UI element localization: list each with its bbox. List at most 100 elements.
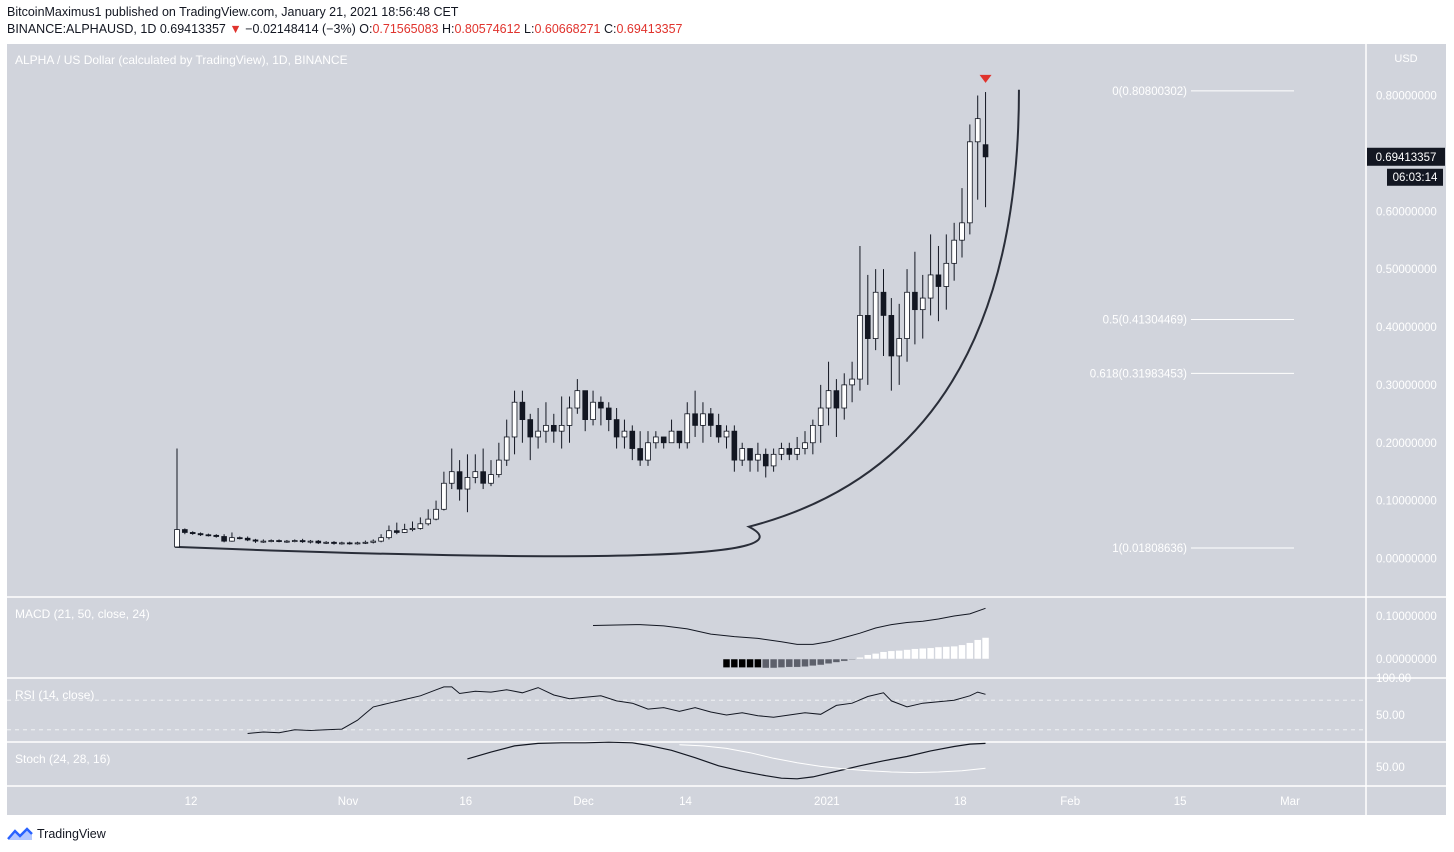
macd-histogram-bar xyxy=(895,650,903,660)
candle-body xyxy=(770,453,777,467)
candle-body xyxy=(904,291,910,339)
candle-body xyxy=(684,413,691,444)
close-label: C: xyxy=(603,22,617,36)
down-arrow-icon xyxy=(979,74,992,83)
macd-pane-title: MACD (21, 50, close, 24) xyxy=(15,607,150,621)
candle-body xyxy=(951,239,957,264)
tradingview-footer[interactable]: TradingView xyxy=(7,825,106,843)
time-tick-label: 12 xyxy=(185,796,198,808)
candle-body xyxy=(621,430,628,438)
macd-histogram-bar xyxy=(879,651,888,660)
candle-body xyxy=(959,222,965,241)
open-label: O: xyxy=(359,22,373,36)
candle-body xyxy=(433,508,439,520)
parabolic-curve xyxy=(174,89,1020,558)
publisher-name[interactable]: BitcoinMaximus1 xyxy=(7,5,102,19)
macd-histogram-bar xyxy=(856,657,864,660)
candle-body xyxy=(244,537,251,541)
macd-histogram-bar xyxy=(887,650,896,660)
candle-body xyxy=(174,529,180,548)
candle-body xyxy=(551,424,557,432)
candle-body xyxy=(849,378,855,386)
candle-body xyxy=(236,537,243,540)
candle-body xyxy=(503,436,510,461)
macd-histogram-bar xyxy=(746,658,754,668)
candle-body xyxy=(927,274,934,299)
tradingview-logo-icon xyxy=(7,827,33,840)
macd-histogram-bar xyxy=(926,647,935,660)
price-change: −0.02148414 (−3%) xyxy=(245,22,356,36)
candle-body xyxy=(653,436,659,444)
price-tick-label: 0.40000000 xyxy=(1376,322,1437,334)
fib-level-label: 0.5(0.41304469) xyxy=(1103,314,1188,326)
fib-level-label: 0.618(0.31983453) xyxy=(1090,368,1187,380)
macd-histogram-bar xyxy=(934,646,943,660)
candle-body xyxy=(441,482,447,510)
rsi-tick-label: 50.00 xyxy=(1376,710,1405,722)
stoch-d-line xyxy=(679,744,986,774)
time-tick-label: Dec xyxy=(573,796,594,808)
candle-body xyxy=(543,424,549,432)
candle-body xyxy=(331,541,337,544)
candle-body xyxy=(747,448,753,461)
candle-body xyxy=(472,471,479,478)
candle-body xyxy=(276,540,282,542)
macd-histogram-bar xyxy=(809,658,817,667)
candle-body xyxy=(221,536,227,542)
candle-body xyxy=(668,430,675,444)
candle-body xyxy=(252,539,259,542)
candle-body xyxy=(362,541,369,544)
candle-body xyxy=(370,540,377,543)
candle-body xyxy=(802,442,808,449)
rsi-line xyxy=(247,686,986,734)
macd-histogram-bar xyxy=(738,658,746,668)
candle-body xyxy=(315,540,322,544)
fib-level-label: 1(0.01808636) xyxy=(1112,543,1187,555)
macd-histogram-bar xyxy=(973,639,982,660)
candle-body xyxy=(888,315,895,357)
last-price: 0.69413357 xyxy=(159,22,226,36)
candle-body xyxy=(519,401,526,420)
macd-histogram-bar xyxy=(942,646,951,660)
candle-body xyxy=(480,471,486,484)
macd-histogram-bar xyxy=(730,658,739,668)
macd-histogram-bar xyxy=(769,658,778,669)
macd-histogram-bar xyxy=(801,658,809,667)
last-price-badge xyxy=(1367,147,1445,166)
price-tick-label: 0.80000000 xyxy=(1376,91,1437,103)
time-tick-label: Nov xyxy=(338,796,359,808)
change-down-icon: ▼ xyxy=(229,22,242,36)
price-tick-label: 0.30000000 xyxy=(1376,380,1437,392)
macd-histogram-bar xyxy=(754,658,762,668)
candle-body xyxy=(841,384,848,409)
macd-histogram-bar xyxy=(832,658,841,663)
candle-body xyxy=(189,532,196,535)
price-tick-label: 0.60000000 xyxy=(1376,206,1437,218)
candle-body xyxy=(268,540,274,542)
candle-body xyxy=(598,401,604,409)
time-tick-label: 2021 xyxy=(814,796,840,808)
candle-body xyxy=(346,542,353,545)
high-label: H: xyxy=(441,22,455,36)
candle-body xyxy=(386,530,392,539)
candle-body xyxy=(762,453,769,467)
macd-histogram-bar xyxy=(824,658,833,664)
macd-line xyxy=(592,607,986,645)
candle-body xyxy=(205,534,212,537)
candle-body xyxy=(307,540,314,543)
candle-body xyxy=(872,291,879,339)
candle-body xyxy=(339,542,345,545)
candle-body xyxy=(574,390,581,409)
macd-histogram-bar xyxy=(958,644,966,660)
candle-body xyxy=(582,390,588,421)
candle-body xyxy=(464,477,471,490)
publish-date: published on TradingView.com, January 21… xyxy=(104,5,459,19)
close-value: 0.69413357 xyxy=(616,22,683,36)
candle-body xyxy=(817,407,824,426)
candle-body xyxy=(896,338,902,357)
candle-body xyxy=(323,541,329,544)
low-label: L: xyxy=(524,22,535,36)
candle-body xyxy=(605,407,612,420)
candle-body xyxy=(645,442,651,461)
